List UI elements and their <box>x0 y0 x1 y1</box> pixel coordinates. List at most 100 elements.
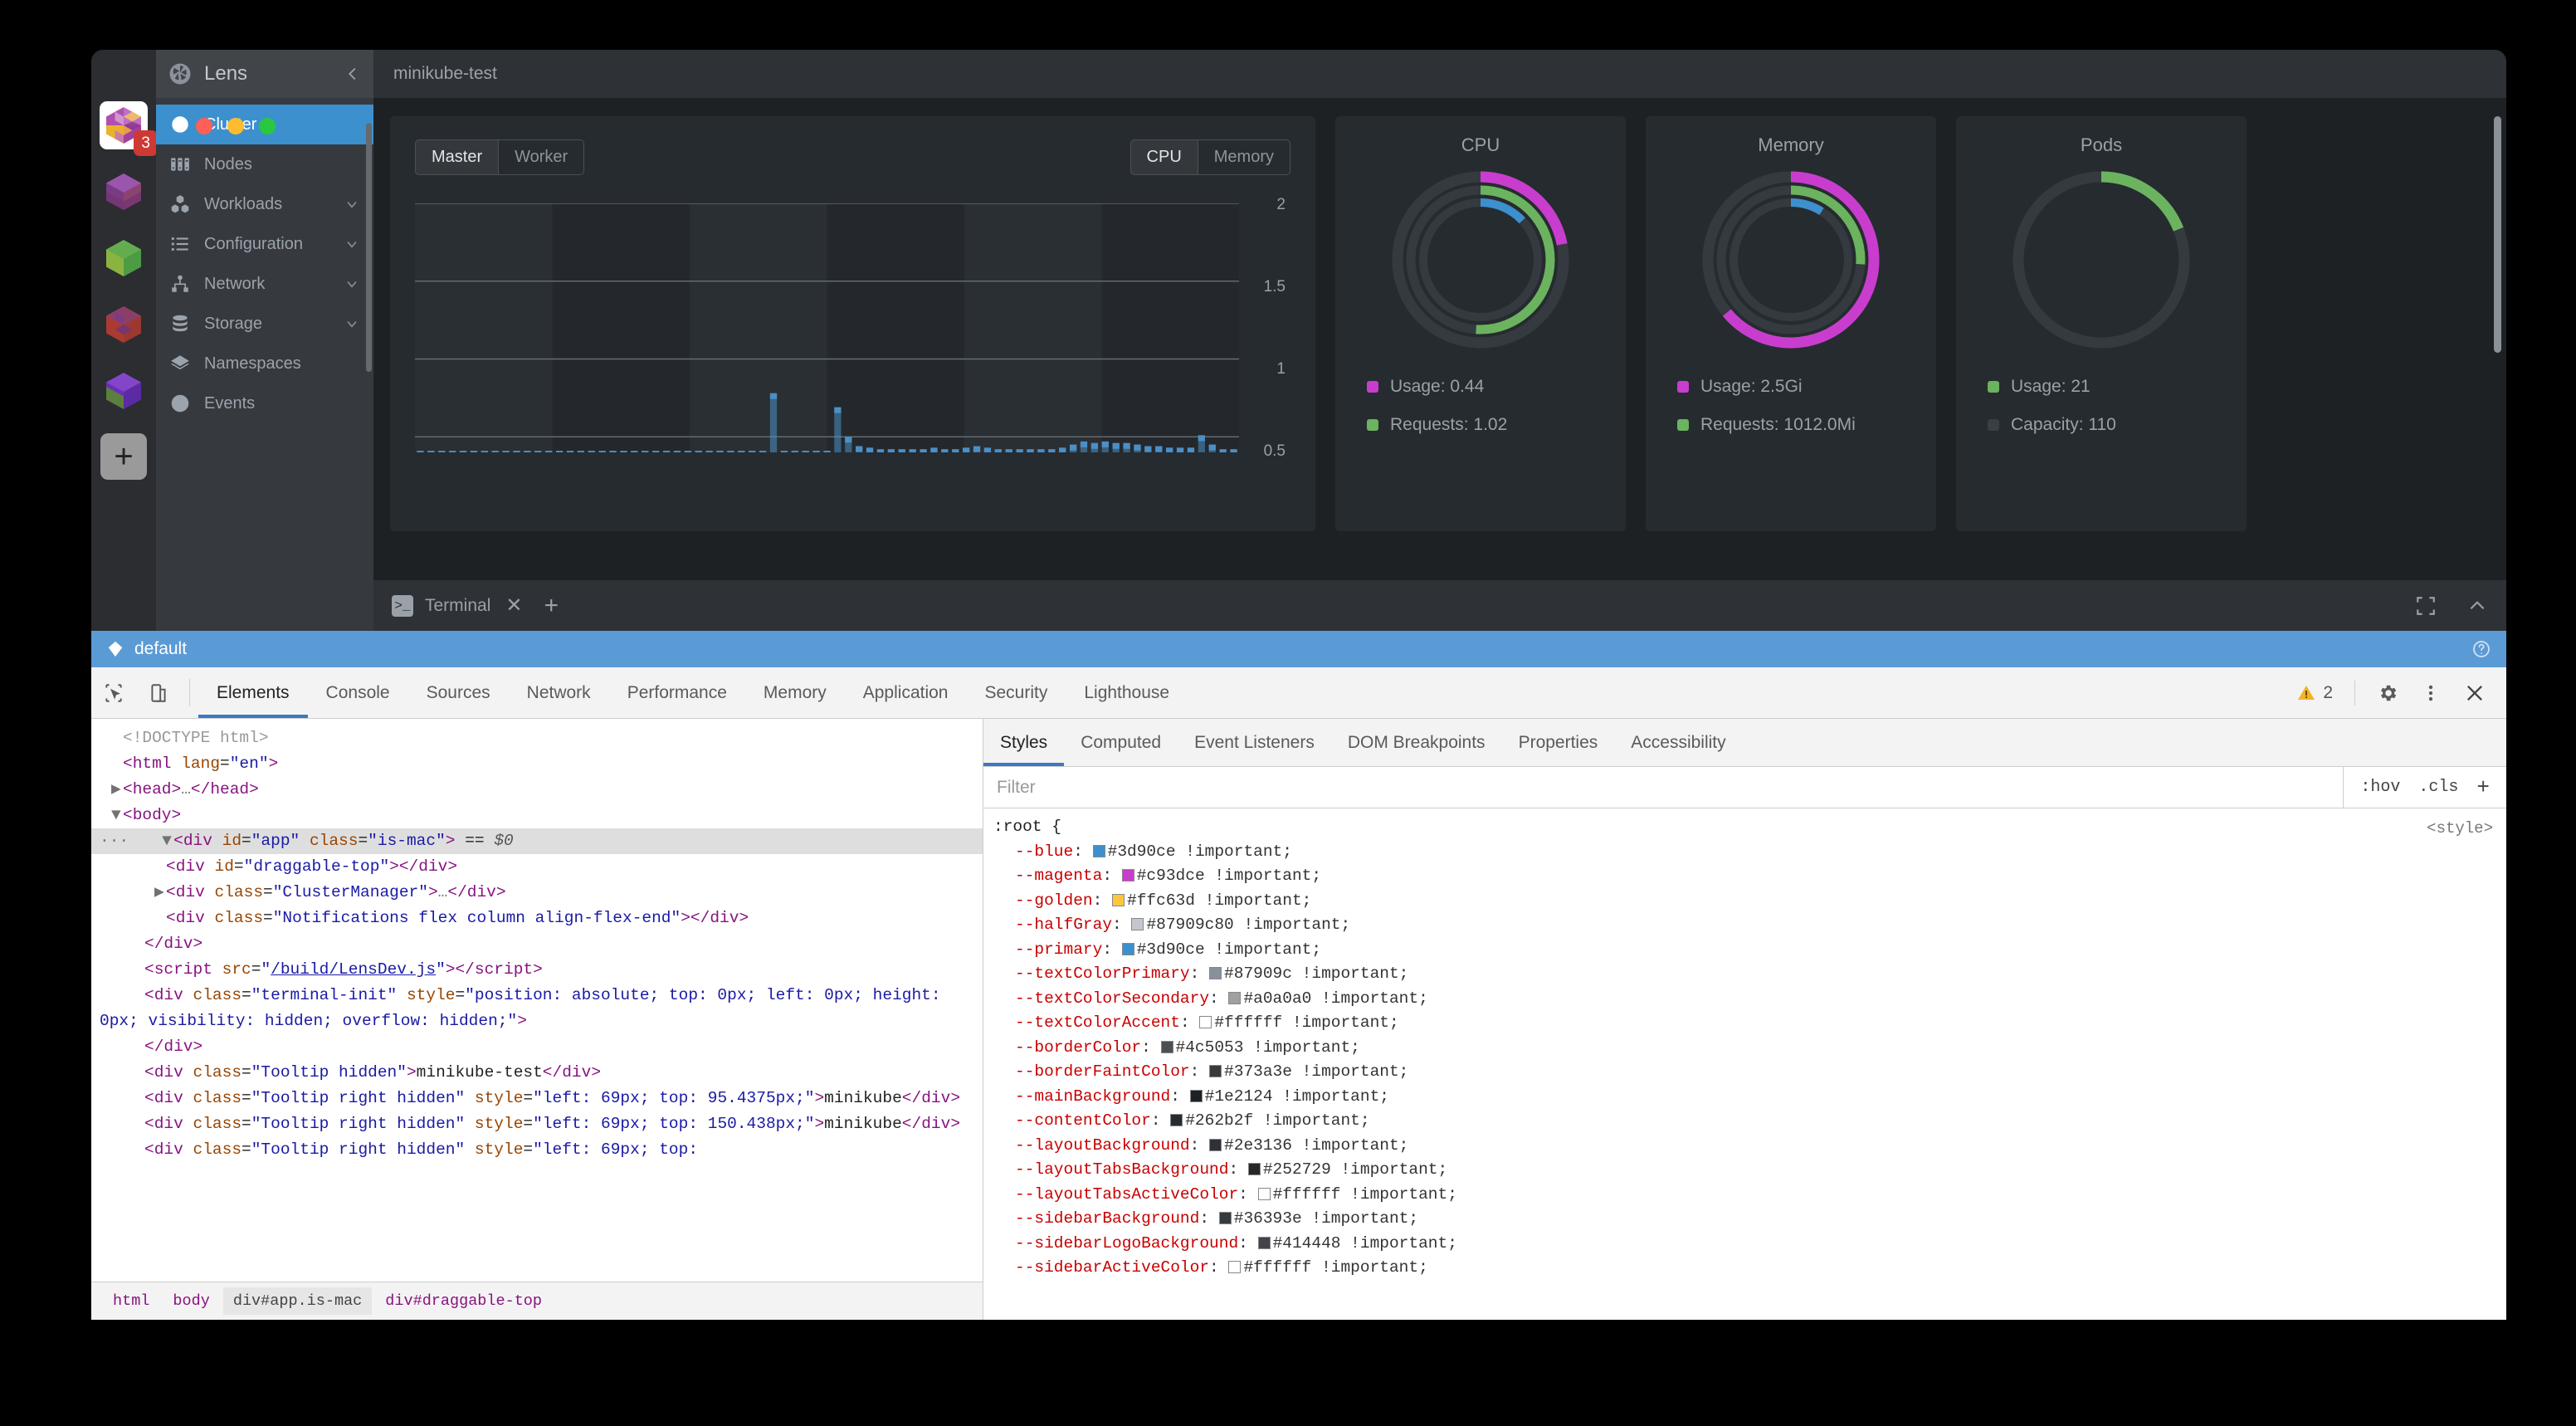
dom-node-line[interactable]: </div> <box>144 935 203 953</box>
sidebar-item-network[interactable]: Network <box>156 264 373 304</box>
cls-toggle-button[interactable]: .cls <box>2418 778 2459 797</box>
sidebar-item-namespaces[interactable]: Namespaces <box>156 344 373 383</box>
css-declaration[interactable]: --contentColor: #262b2f !important; <box>1015 1111 1370 1130</box>
cluster-icon-green[interactable] <box>100 234 148 282</box>
sidebar-item-configuration[interactable]: Configuration <box>156 224 373 264</box>
css-declaration[interactable]: --textColorPrimary: #87909c !important; <box>1015 965 1409 983</box>
css-declaration[interactable]: --halfGray: #87909c80 !important; <box>1015 916 1351 934</box>
window-maximize-button[interactable] <box>259 118 276 134</box>
help-icon[interactable] <box>2471 639 2491 659</box>
metric-memory-button[interactable]: Memory <box>1197 139 1290 175</box>
window-traffic-lights[interactable] <box>196 118 276 134</box>
chevron-left-icon[interactable] <box>344 65 362 83</box>
css-declaration[interactable]: --sidebarLogoBackground: #414448 !import… <box>1015 1233 1457 1253</box>
terminal-add-icon[interactable]: + <box>544 591 559 619</box>
tab-performance[interactable]: Performance <box>627 682 727 702</box>
breadcrumb-item-body[interactable]: body <box>173 1292 210 1310</box>
cluster-icon-violet[interactable] <box>100 367 148 415</box>
dom-node-line[interactable]: <!DOCTYPE html> <box>123 729 269 747</box>
tab-elements[interactable]: Elements <box>198 667 308 718</box>
dom-node-line[interactable]: ··· ▼ <div id="app" class="is-mac"> == $0 <box>91 828 983 854</box>
css-declaration[interactable]: --layoutTabsActiveColor: #ffffff !import… <box>1015 1184 1457 1204</box>
css-declaration[interactable]: --golden: #ffc63d !important; <box>1015 891 1312 910</box>
sidebar-item-events[interactable]: Events <box>156 383 373 423</box>
terminal-close-icon[interactable]: ✕ <box>505 594 523 617</box>
dom-node-line[interactable]: ▼ <body> <box>111 806 182 824</box>
chevron-down-icon[interactable] <box>344 236 360 252</box>
breadcrumb-item-html[interactable]: html <box>113 1292 150 1310</box>
node-filter-master-button[interactable]: Master <box>415 139 499 175</box>
dom-node-line[interactable]: </div> <box>144 1038 203 1056</box>
content-scrollbar[interactable] <box>2494 116 2501 353</box>
dom-node-line[interactable]: ▶ <head>…</head> <box>111 780 259 798</box>
sidebar-item-workloads[interactable]: Workloads <box>156 184 373 224</box>
css-declaration[interactable]: --borderColor: #4c5053 !important; <box>1015 1038 1360 1057</box>
cluster-icon-minikube-test[interactable]: 3 <box>100 101 158 156</box>
breadcrumb-item-app[interactable]: div#app.is-mac <box>222 1287 373 1315</box>
inspect-icon[interactable] <box>91 667 136 718</box>
dom-node-line[interactable]: <div class="Tooltip hidden">minikube-tes… <box>144 1063 602 1082</box>
tab-security[interactable]: Security <box>984 682 1048 702</box>
tab-console[interactable]: Console <box>325 682 390 702</box>
css-declaration[interactable]: --layoutBackground: #2e3136 !important; <box>1015 1135 1409 1155</box>
tab-accessibility[interactable]: Accessibility <box>1631 732 1726 752</box>
dom-node-line[interactable]: <div class="Tooltip right hidden" style=… <box>144 1115 961 1133</box>
tab-styles[interactable]: Styles <box>983 719 1065 766</box>
css-declaration[interactable]: --sidebarActiveColor: #ffffff !important… <box>1015 1258 1428 1277</box>
css-declaration[interactable]: --mainBackground: #1e2124 !important; <box>1015 1087 1389 1106</box>
dom-node-line[interactable]: <div id="draggable-top"></div> <box>166 857 458 876</box>
window-minimize-button[interactable] <box>227 118 244 134</box>
cluster-icon-purple[interactable] <box>100 168 148 216</box>
chevron-down-icon[interactable] <box>344 315 360 332</box>
tab-sources[interactable]: Sources <box>426 682 490 702</box>
terminal-tab[interactable]: >_ Terminal <box>392 594 490 617</box>
node-filter-worker-button[interactable]: Worker <box>498 139 585 175</box>
window-close-button[interactable] <box>196 118 212 134</box>
hov-toggle-button[interactable]: :hov <box>2360 778 2401 797</box>
css-declaration[interactable]: --blue: #3d90ce !important; <box>1015 842 1292 861</box>
tab-dom-breakpoints[interactable]: DOM Breakpoints <box>1347 732 1486 752</box>
sidebar-scrollbar[interactable] <box>366 123 372 372</box>
css-declaration[interactable]: --borderFaintColor: #373a3e !important; <box>1015 1062 1409 1081</box>
dom-node-line[interactable]: <html lang="en"> <box>123 755 279 773</box>
tab-application[interactable]: Application <box>862 682 949 702</box>
css-declaration[interactable]: --primary: #3d90ce !important; <box>1015 940 1322 959</box>
dom-node-line[interactable]: <div class="Tooltip right hidden" style=… <box>144 1140 699 1159</box>
add-cluster-button[interactable]: + <box>100 433 147 480</box>
css-declaration[interactable]: --textColorAccent: #ffffff !important; <box>1015 1013 1399 1032</box>
more-vertical-icon[interactable] <box>2420 682 2442 704</box>
breadcrumb-item-draggable-top[interactable]: div#draggable-top <box>385 1292 543 1310</box>
device-toolbar-icon[interactable] <box>136 667 181 718</box>
dom-node-line[interactable]: <script src="/build/LensDev.js"></script… <box>144 960 543 979</box>
style-source-link[interactable]: <style> <box>2427 819 2493 838</box>
dom-node-line[interactable]: <div class="Notifications flex column al… <box>166 909 749 927</box>
tab-event-listeners[interactable]: Event Listeners <box>1194 732 1315 752</box>
chevron-down-icon[interactable] <box>344 276 360 292</box>
chevron-up-icon[interactable] <box>2466 595 2488 617</box>
cluster-icon-red[interactable] <box>100 300 148 349</box>
dom-tree[interactable]: <!DOCTYPE html> <html lang="en"> ▶ <head>…<… <box>91 719 983 1282</box>
css-declaration[interactable]: --sidebarBackground: #36393e !important; <box>1015 1209 1419 1228</box>
css-declaration[interactable]: --textColorSecondary: #a0a0a0 !important… <box>1015 989 1428 1008</box>
gear-icon[interactable] <box>2377 682 2398 704</box>
sidebar-item-nodes[interactable]: Nodes <box>156 144 373 184</box>
tab-lighthouse[interactable]: Lighthouse <box>1084 682 1170 702</box>
dom-node-line[interactable]: ▶ <div class="ClusterManager">…</div> <box>154 883 506 901</box>
close-icon[interactable] <box>2463 681 2486 705</box>
tab-network[interactable]: Network <box>526 682 591 702</box>
styles-filter-input[interactable] <box>983 767 2344 808</box>
chevron-down-icon[interactable] <box>344 196 360 212</box>
dom-node-line[interactable]: <div class="Tooltip right hidden" style=… <box>144 1089 961 1107</box>
tab-memory[interactable]: Memory <box>763 682 827 702</box>
warning-count[interactable]: 2 <box>2296 683 2333 703</box>
css-rules-list[interactable]: <style> :root { --blue: #3d90ce !importa… <box>983 808 2506 1320</box>
fullscreen-icon[interactable] <box>2415 595 2437 617</box>
css-declaration[interactable]: --layoutTabsBackground: #252729 !importa… <box>1015 1160 1448 1179</box>
metric-cpu-button[interactable]: CPU <box>1129 139 1198 175</box>
css-declaration[interactable]: --magenta: #c93dce !important; <box>1015 867 1322 885</box>
dom-node-line[interactable]: <div class="terminal-init" style="positi… <box>100 986 951 1030</box>
new-style-rule-button[interactable]: + <box>2476 774 2490 800</box>
tab-computed[interactable]: Computed <box>1081 732 1162 752</box>
sidebar-item-storage[interactable]: Storage <box>156 304 373 344</box>
tab-properties[interactable]: Properties <box>1518 732 1598 752</box>
